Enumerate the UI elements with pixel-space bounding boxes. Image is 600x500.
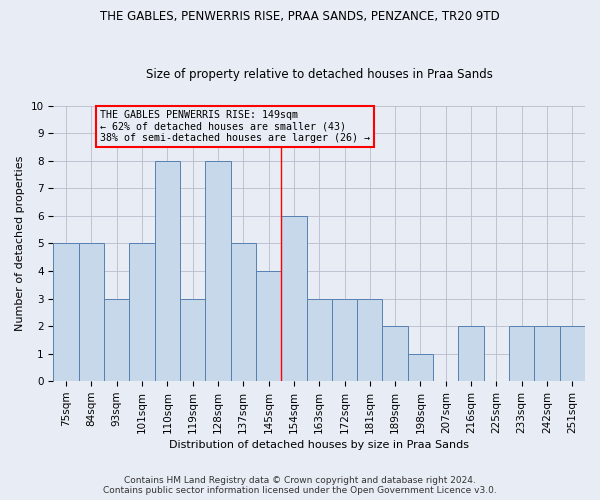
- Bar: [332, 298, 357, 381]
- Bar: [130, 244, 155, 381]
- Bar: [256, 271, 281, 381]
- Bar: [205, 161, 230, 381]
- X-axis label: Distribution of detached houses by size in Praa Sands: Distribution of detached houses by size …: [169, 440, 469, 450]
- Bar: [53, 244, 79, 381]
- Bar: [509, 326, 535, 381]
- Bar: [104, 298, 130, 381]
- Bar: [408, 354, 433, 381]
- Title: Size of property relative to detached houses in Praa Sands: Size of property relative to detached ho…: [146, 68, 493, 81]
- Bar: [79, 244, 104, 381]
- Bar: [458, 326, 484, 381]
- Bar: [535, 326, 560, 381]
- Bar: [357, 298, 382, 381]
- Text: THE GABLES, PENWERRIS RISE, PRAA SANDS, PENZANCE, TR20 9TD: THE GABLES, PENWERRIS RISE, PRAA SANDS, …: [100, 10, 500, 23]
- Bar: [281, 216, 307, 381]
- Bar: [230, 244, 256, 381]
- Text: Contains HM Land Registry data © Crown copyright and database right 2024.
Contai: Contains HM Land Registry data © Crown c…: [103, 476, 497, 495]
- Bar: [382, 326, 408, 381]
- Bar: [155, 161, 180, 381]
- Bar: [180, 298, 205, 381]
- Bar: [560, 326, 585, 381]
- Bar: [307, 298, 332, 381]
- Y-axis label: Number of detached properties: Number of detached properties: [15, 156, 25, 331]
- Text: THE GABLES PENWERRIS RISE: 149sqm
← 62% of detached houses are smaller (43)
38% : THE GABLES PENWERRIS RISE: 149sqm ← 62% …: [100, 110, 370, 143]
